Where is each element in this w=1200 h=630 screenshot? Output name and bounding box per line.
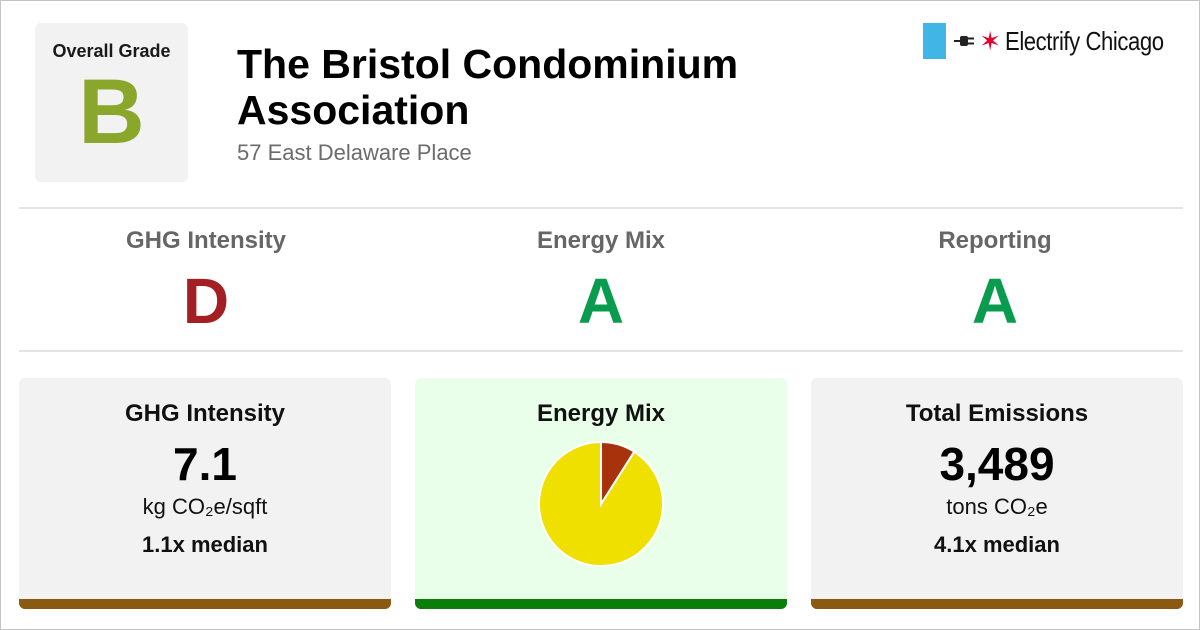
card-accent-bar: [19, 599, 391, 609]
divider: [19, 350, 1183, 352]
brand-name: Electrify Chicago: [1005, 25, 1164, 56]
building-name: The Bristol Condominium Association: [237, 41, 739, 133]
chicago-flag-stripe-icon: [923, 23, 947, 59]
grade-label: Energy Mix: [536, 227, 666, 254]
grade-letter: A: [971, 265, 1019, 337]
ghg-intensity-value: 7.1: [173, 438, 237, 490]
total-emissions-median: 4.1x median: [934, 532, 1060, 557]
grade-label: Reporting: [938, 227, 1052, 254]
grade-energy-mix: Energy Mix A: [404, 227, 798, 333]
total-emissions-card: Total Emissions 3,489 tons CO₂e 4.1x med…: [811, 378, 1183, 609]
ghg-intensity-card: GHG Intensity 7.1 kg CO₂e/sqft 1.1x medi…: [19, 378, 391, 609]
energy-mix-pie-chart: [538, 440, 664, 567]
star-icon: ✶: [979, 26, 1001, 56]
card-accent-bar: [811, 599, 1183, 609]
grade-letter: A: [577, 265, 625, 337]
plug-icon: [954, 36, 975, 46]
total-emissions-value: 3,489: [939, 438, 1055, 490]
card-title: Energy Mix: [536, 400, 666, 427]
brand-logo[interactable]: ✶ Electrify Chicago: [923, 23, 1175, 59]
grade-reporting: Reporting A: [798, 227, 1192, 333]
building-address: 57 East Delaware Place: [237, 140, 472, 165]
ghg-intensity-unit: kg CO₂e/sqft: [142, 494, 268, 519]
ghg-intensity-median: 1.1x median: [142, 532, 268, 557]
total-emissions-unit: tons CO₂e: [946, 494, 1048, 519]
grade-letter: D: [182, 265, 230, 337]
grade-label: GHG Intensity: [125, 227, 287, 254]
overall-grade-label: Overall Grade: [52, 41, 171, 61]
card-accent-bar: [415, 599, 787, 609]
overall-grade-box: Overall Grade B: [35, 23, 188, 182]
card-title: GHG Intensity: [124, 400, 286, 427]
divider: [19, 207, 1183, 209]
energy-mix-card: Energy Mix: [415, 378, 787, 609]
grade-ghg-intensity: GHG Intensity D: [9, 227, 403, 333]
card-title: Total Emissions: [905, 400, 1089, 427]
overall-grade-letter: B: [78, 61, 145, 163]
pie-slice-natural-gas: [600, 440, 636, 508]
